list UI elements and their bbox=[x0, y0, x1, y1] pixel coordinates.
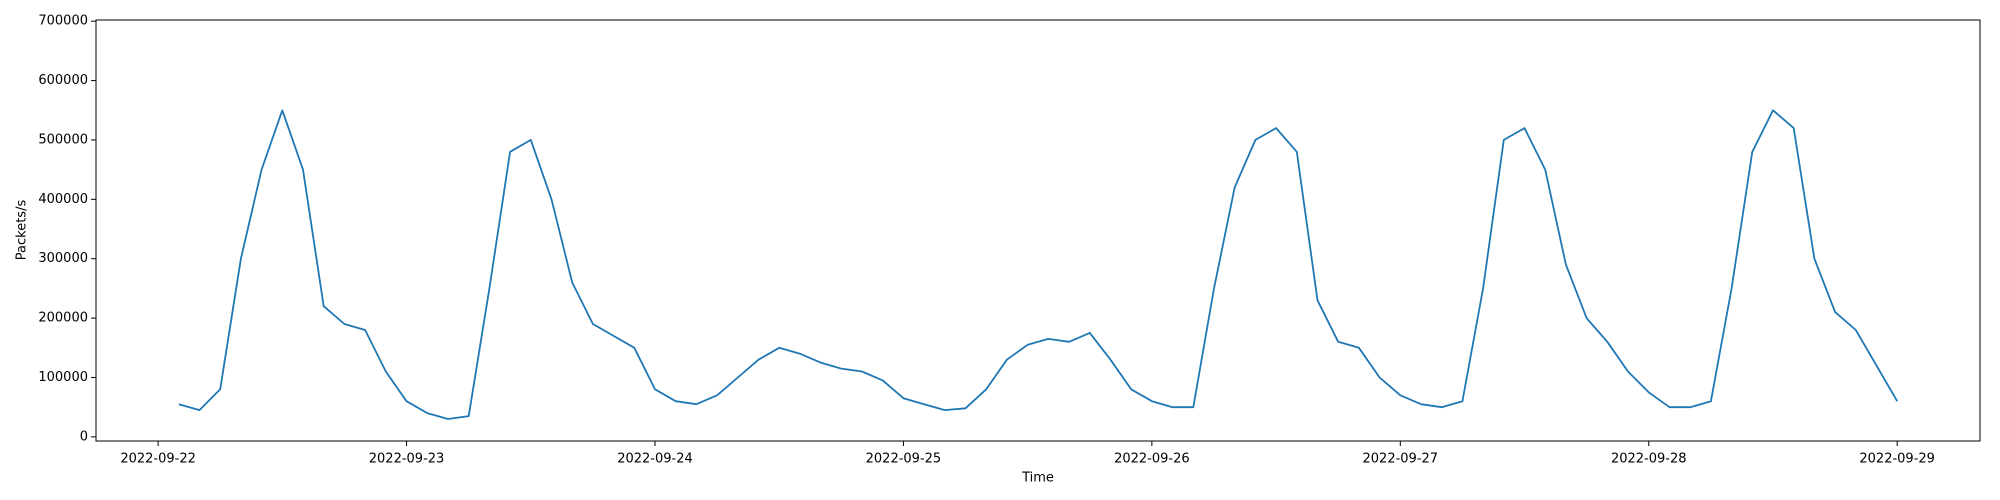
x-tick-label: 2022-09-26 bbox=[1114, 452, 1190, 467]
x-tick-label: 2022-09-27 bbox=[1363, 452, 1439, 467]
x-tick-label: 2022-09-23 bbox=[369, 452, 445, 467]
line-series bbox=[178, 109, 1898, 420]
y-tick-label: 200000 bbox=[38, 311, 88, 326]
y-tick-label: 400000 bbox=[38, 192, 88, 207]
x-tick-label: 2022-09-25 bbox=[866, 452, 942, 467]
x-tick-label: 2022-09-24 bbox=[617, 452, 693, 467]
plot-frame bbox=[95, 19, 1981, 442]
x-tick-label: 2022-09-29 bbox=[1859, 452, 1935, 467]
y-tick-label: 100000 bbox=[38, 370, 88, 385]
y-axis-label: Packets/s bbox=[15, 200, 30, 261]
x-axis-label: Time bbox=[1021, 471, 1054, 486]
y-tick-label: 700000 bbox=[38, 14, 88, 29]
x-tick-label: 2022-09-22 bbox=[120, 452, 196, 467]
y-tick-label: 0 bbox=[80, 429, 88, 444]
y-tick-label: 500000 bbox=[38, 132, 88, 147]
y-tick-label: 300000 bbox=[38, 251, 88, 266]
x-tick-label: 2022-09-28 bbox=[1611, 452, 1687, 467]
y-tick-label: 600000 bbox=[38, 73, 88, 88]
